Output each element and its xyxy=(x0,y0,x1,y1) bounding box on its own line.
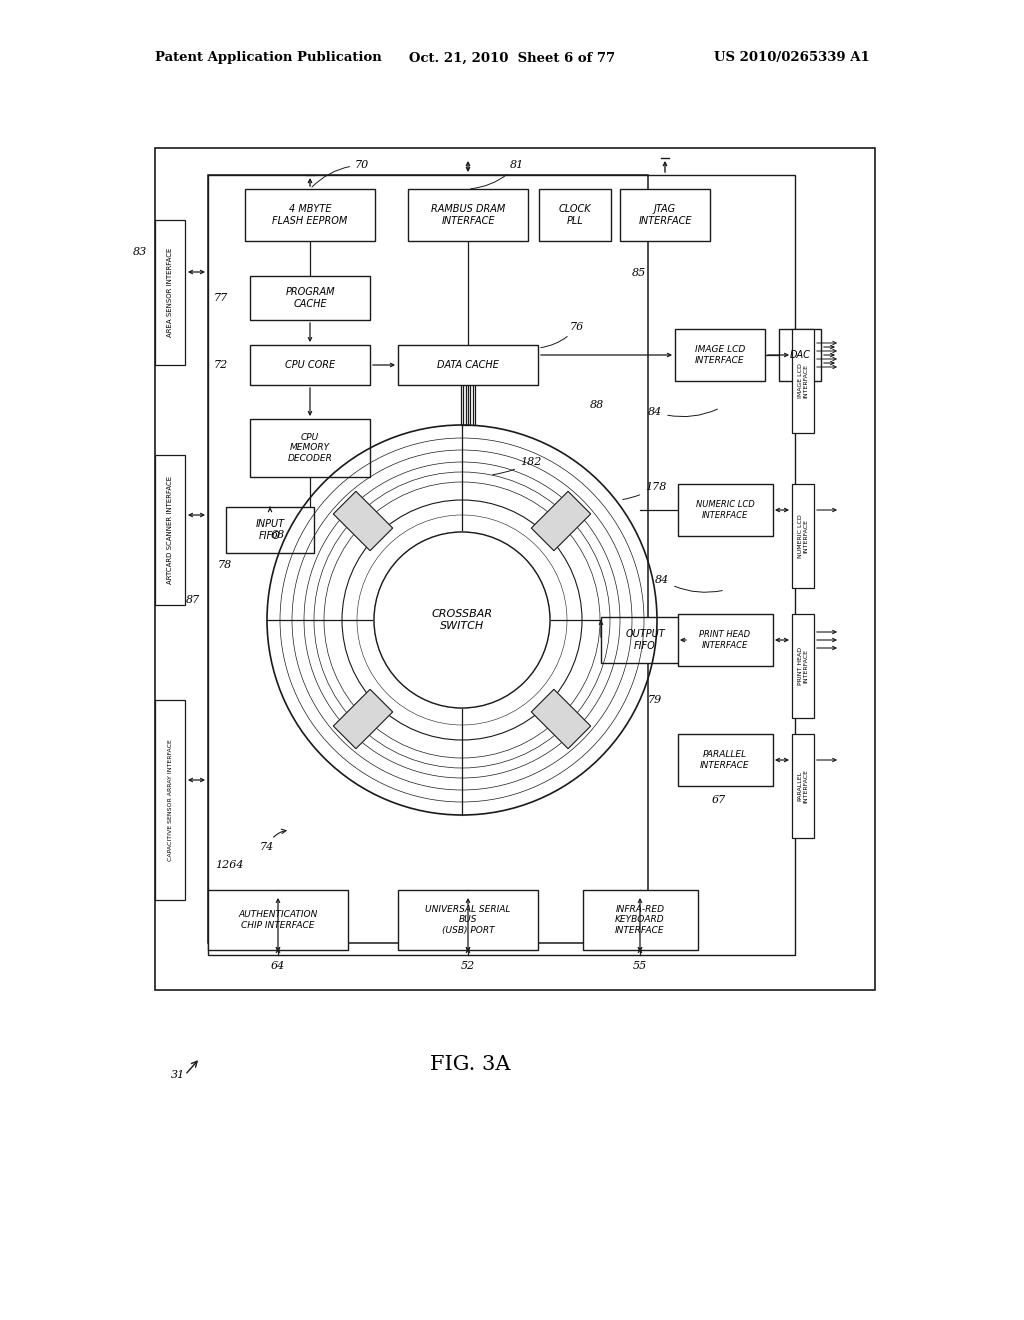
Text: CPU CORE: CPU CORE xyxy=(285,360,335,370)
Bar xyxy=(531,689,591,748)
Text: OUTPUT
FIFO: OUTPUT FIFO xyxy=(625,630,665,651)
Bar xyxy=(531,491,591,550)
Circle shape xyxy=(374,532,550,708)
Bar xyxy=(792,734,814,838)
Bar xyxy=(333,689,392,748)
Bar xyxy=(155,220,185,366)
Bar xyxy=(155,700,185,900)
Text: UNIVERSAL SERIAL
BUS
(USB) PORT: UNIVERSAL SERIAL BUS (USB) PORT xyxy=(425,906,511,935)
Text: 84: 84 xyxy=(648,407,718,417)
Bar xyxy=(245,189,375,242)
Bar xyxy=(226,507,314,553)
Text: 31: 31 xyxy=(171,1071,185,1080)
Text: INFRA-RED
KEYBOARD
INTERFACE: INFRA-RED KEYBOARD INTERFACE xyxy=(615,906,665,935)
Text: 77: 77 xyxy=(214,293,228,304)
Text: DATA CACHE: DATA CACHE xyxy=(437,360,499,370)
Bar xyxy=(250,276,370,319)
Bar xyxy=(155,148,874,990)
Text: 88: 88 xyxy=(590,400,604,411)
Text: 81: 81 xyxy=(471,160,524,189)
Text: 178: 178 xyxy=(623,482,667,499)
Bar xyxy=(678,734,772,785)
Bar xyxy=(250,418,370,477)
Text: 4 MBYTE
FLASH EEPROM: 4 MBYTE FLASH EEPROM xyxy=(272,205,347,226)
Text: NUMERIC LCD
INTERFACE: NUMERIC LCD INTERFACE xyxy=(695,500,755,520)
Text: 68: 68 xyxy=(270,531,285,540)
Text: PROGRAM
CACHE: PROGRAM CACHE xyxy=(286,288,335,309)
Bar xyxy=(208,176,648,942)
Text: DAC: DAC xyxy=(790,350,810,360)
Bar xyxy=(583,890,697,950)
Bar xyxy=(620,189,710,242)
Text: 70: 70 xyxy=(312,160,370,187)
Bar xyxy=(678,614,772,667)
Text: AUTHENTICATION
CHIP INTERFACE: AUTHENTICATION CHIP INTERFACE xyxy=(239,911,317,929)
Text: PRINT HEAD
INTERFACE: PRINT HEAD INTERFACE xyxy=(798,647,808,685)
Bar xyxy=(792,614,814,718)
Text: 76: 76 xyxy=(541,322,585,347)
Text: 55: 55 xyxy=(633,961,647,972)
Text: 85: 85 xyxy=(632,268,646,279)
Text: 78: 78 xyxy=(218,560,232,570)
Text: 79: 79 xyxy=(648,696,663,705)
Bar xyxy=(208,890,348,950)
Bar xyxy=(601,616,689,663)
Text: 52: 52 xyxy=(461,961,475,972)
Text: Oct. 21, 2010  Sheet 6 of 77: Oct. 21, 2010 Sheet 6 of 77 xyxy=(409,51,615,65)
Text: PARALLEL
INTERFACE: PARALLEL INTERFACE xyxy=(700,750,750,770)
Bar xyxy=(208,176,795,954)
Text: 182: 182 xyxy=(493,457,542,475)
Bar xyxy=(792,329,814,433)
Bar xyxy=(539,189,611,242)
Text: RAMBUS DRAM
INTERFACE: RAMBUS DRAM INTERFACE xyxy=(431,205,505,226)
Text: 67: 67 xyxy=(712,795,726,805)
Bar xyxy=(792,484,814,587)
Bar xyxy=(398,345,538,385)
Text: 83: 83 xyxy=(133,247,147,257)
Text: 84: 84 xyxy=(655,576,722,593)
Text: IMAGE LCD
INTERFACE: IMAGE LCD INTERFACE xyxy=(695,346,745,364)
Text: 72: 72 xyxy=(214,360,228,370)
Text: CAPACITIVE SENSOR ARRAY INTERFACE: CAPACITIVE SENSOR ARRAY INTERFACE xyxy=(168,739,172,861)
Text: IMAGE LCD
INTERFACE: IMAGE LCD INTERFACE xyxy=(798,363,808,399)
Bar xyxy=(675,329,765,381)
Text: CLOCK
PLL: CLOCK PLL xyxy=(559,205,591,226)
Text: ARTCARD SCANNER INTERFACE: ARTCARD SCANNER INTERFACE xyxy=(167,477,173,583)
Text: Patent Application Publication: Patent Application Publication xyxy=(155,51,382,65)
Text: JTAG
INTERFACE: JTAG INTERFACE xyxy=(638,205,692,226)
Text: CPU
MEMORY
DECODER: CPU MEMORY DECODER xyxy=(288,433,333,463)
Bar xyxy=(155,455,185,605)
Text: CROSSBAR
SWITCH: CROSSBAR SWITCH xyxy=(431,610,493,631)
Bar xyxy=(779,329,821,381)
Text: PARALLEL
INTERFACE: PARALLEL INTERFACE xyxy=(798,770,808,803)
Text: INPUT
FIFO: INPUT FIFO xyxy=(255,519,285,541)
Bar xyxy=(408,189,528,242)
Bar xyxy=(678,484,772,536)
Text: NUMERIC LCD
INTERFACE: NUMERIC LCD INTERFACE xyxy=(798,513,808,558)
Text: 87: 87 xyxy=(185,595,200,605)
Text: PRINT HEAD
INTERFACE: PRINT HEAD INTERFACE xyxy=(699,630,751,649)
Text: 74: 74 xyxy=(260,829,286,851)
Bar xyxy=(398,890,538,950)
Bar xyxy=(250,345,370,385)
Text: 1264: 1264 xyxy=(215,861,244,870)
Text: US 2010/0265339 A1: US 2010/0265339 A1 xyxy=(715,51,870,65)
Text: AREA SENSOR INTERFACE: AREA SENSOR INTERFACE xyxy=(167,248,173,337)
Text: FIG. 3A: FIG. 3A xyxy=(430,1056,510,1074)
Text: 64: 64 xyxy=(271,961,285,972)
Bar xyxy=(333,491,392,550)
